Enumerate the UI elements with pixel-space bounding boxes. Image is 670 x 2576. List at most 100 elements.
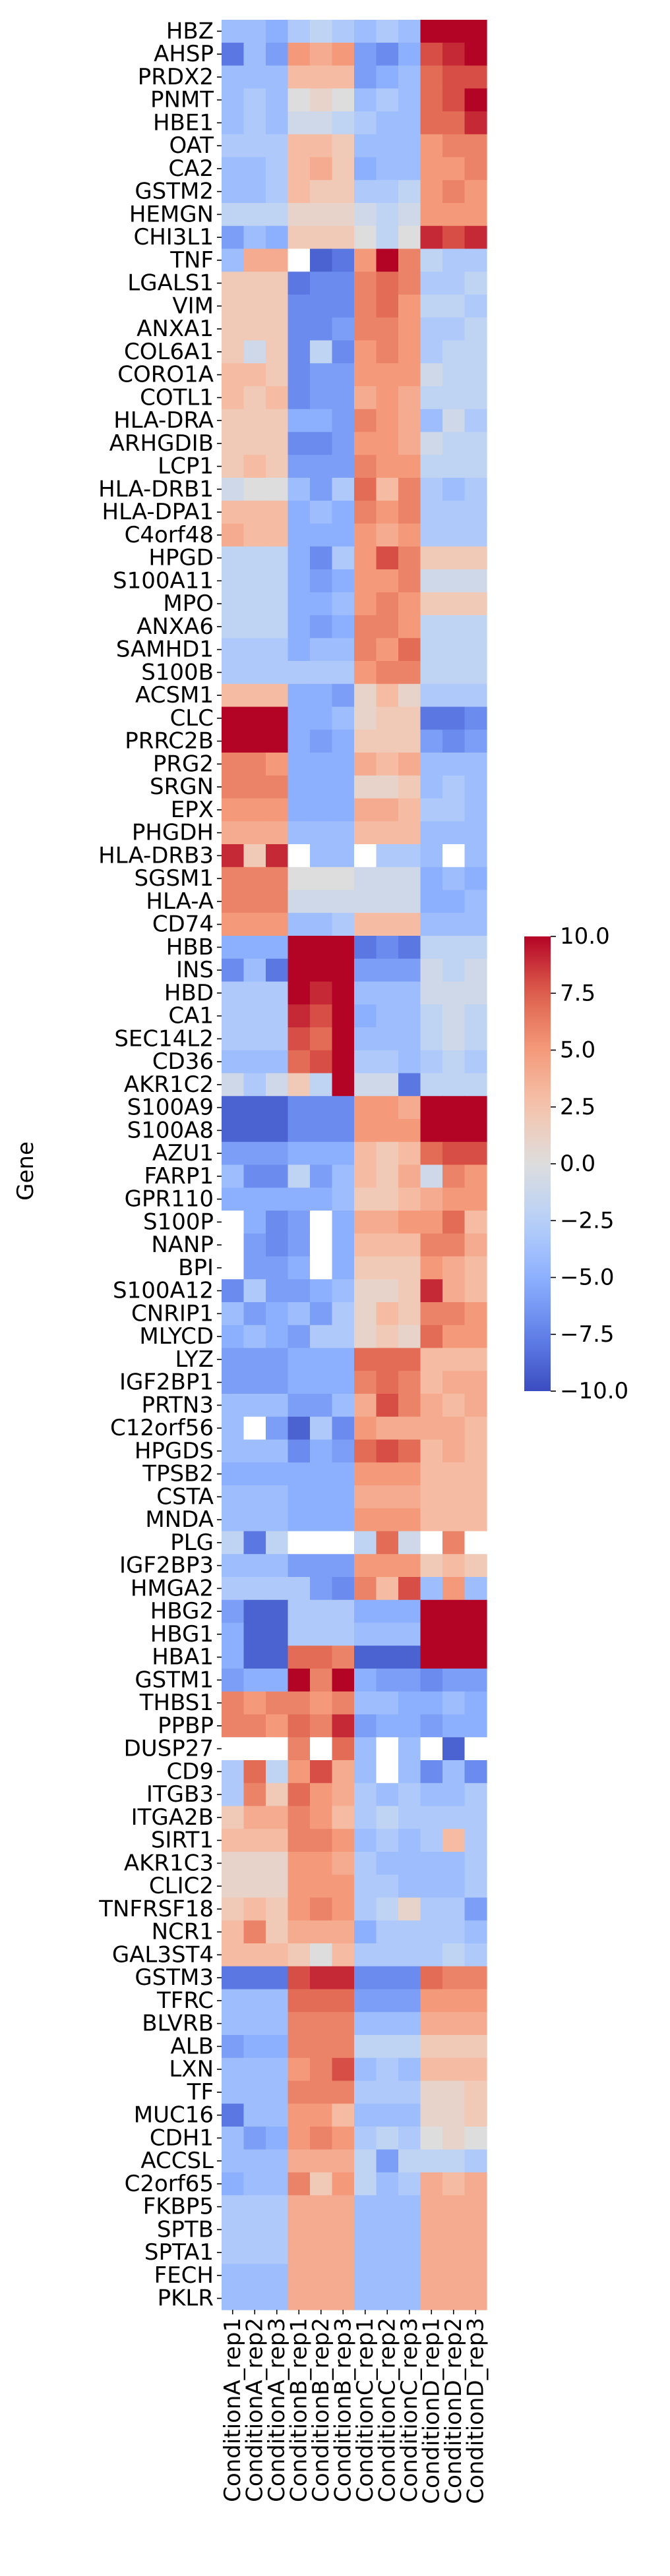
heatmap-cell [464,844,487,868]
heatmap-cell [243,1943,266,1967]
heatmap-cell [442,1897,466,1921]
heatmap-cell [266,455,289,478]
heatmap-cell [222,88,245,112]
row-label: IGF2BP3 [119,1553,214,1579]
heatmap-cell [354,1737,377,1761]
heatmap-cell [464,592,487,616]
heatmap-cell [354,2035,377,2059]
heatmap-cell [310,844,333,868]
heatmap-cell [266,730,289,753]
heatmap-cell [376,1325,399,1349]
heatmap-cell [288,1646,311,1669]
heatmap-cell [376,867,399,891]
heatmap-cell [310,1943,333,1967]
heatmap-cell [464,798,487,822]
heatmap-cell [354,1302,377,1326]
heatmap-cell [243,2241,266,2265]
heatmap-cell [288,1897,311,1921]
heatmap-cell [332,958,355,983]
heatmap-cell [420,546,443,570]
heatmap-cell [310,157,333,181]
heatmap-cell [376,1966,399,1990]
heatmap-cell [310,2264,333,2287]
heatmap-cell [243,409,266,433]
heatmap-cell [354,1233,377,1257]
heatmap-cell [222,2035,245,2059]
heatmap-cell [376,546,399,570]
row-label: SEC14L2 [114,1025,214,1052]
heatmap-cell [354,2127,377,2150]
heatmap-cell [354,88,377,112]
heatmap-cell [354,363,377,387]
heatmap-cell [332,798,355,822]
heatmap-cell [310,821,333,845]
heatmap-cell [420,2012,443,2036]
heatmap-cell [442,844,466,868]
heatmap-cell [310,1714,333,1738]
heatmap-cell [398,157,421,181]
row-label: HLA-DRA [113,407,214,434]
heatmap-cell [420,2172,443,2196]
heatmap-cell [442,1233,466,1257]
heatmap-cell [354,1920,377,1944]
heatmap-cell [464,1394,487,1417]
heatmap-cell [310,295,333,318]
heatmap-cell [464,180,487,204]
heatmap-cell [266,478,289,501]
heatmap-cell [332,1302,355,1326]
heatmap-cell [464,1577,487,1601]
row-label: ALB [170,2033,214,2059]
heatmap-cell [288,2035,311,2059]
heatmap-cell [376,2012,399,2036]
heatmap-cell [354,225,377,250]
heatmap-cell [376,1920,399,1944]
heatmap-cell [464,111,487,135]
heatmap-cell [310,1027,333,1051]
heatmap-cell [266,1416,289,1441]
heatmap-cell [243,2287,266,2310]
heatmap-cell [266,1508,289,1532]
heatmap-cell [420,2264,443,2287]
heatmap-cell [332,615,355,639]
heatmap-cell [310,798,333,822]
row-label: HBG1 [150,1621,214,1647]
heatmap-cell [288,1256,311,1280]
heatmap-cell [442,2057,466,2082]
heatmap-cell [332,20,355,43]
heatmap-cell [442,1531,466,1555]
heatmap-cell [266,1669,289,1692]
column-label: ConditionD_rep2 [441,2318,467,2504]
colorbar-tick-label: −2.5 [560,1207,615,1234]
heatmap-cell [310,569,333,593]
heatmap-cell [332,1531,355,1555]
heatmap-cell [288,936,311,959]
heatmap-cell [420,2287,443,2310]
heatmap-cell [420,523,443,547]
row-label: S100P [143,1209,214,1235]
heatmap-cell [332,2218,355,2242]
heatmap-cell [310,1188,333,1211]
heatmap-cell [420,203,443,227]
heatmap-cell [376,2035,399,2059]
heatmap-cell [310,180,333,204]
row-label: PHGDH [132,820,214,846]
heatmap-cell [464,386,487,410]
heatmap-cell [310,2241,333,2265]
heatmap-cell [288,1027,311,1051]
heatmap-cell [464,1004,487,1028]
heatmap-cell [354,706,377,730]
heatmap-cell [288,1462,311,1486]
heatmap-cell [243,225,266,250]
heatmap-cell [442,1508,466,1532]
heatmap-cell [398,180,421,204]
heatmap-cell [310,1279,333,1303]
heatmap-cell [266,1783,289,1807]
heatmap-cell [398,615,421,639]
heatmap-cell [310,1577,333,1601]
heatmap-cell [222,134,245,158]
row-label: THBS1 [139,1690,214,1716]
heatmap-cell [442,798,466,822]
heatmap-cell [398,1691,421,1715]
heatmap-cell [310,867,333,891]
heatmap-cell [442,478,466,501]
